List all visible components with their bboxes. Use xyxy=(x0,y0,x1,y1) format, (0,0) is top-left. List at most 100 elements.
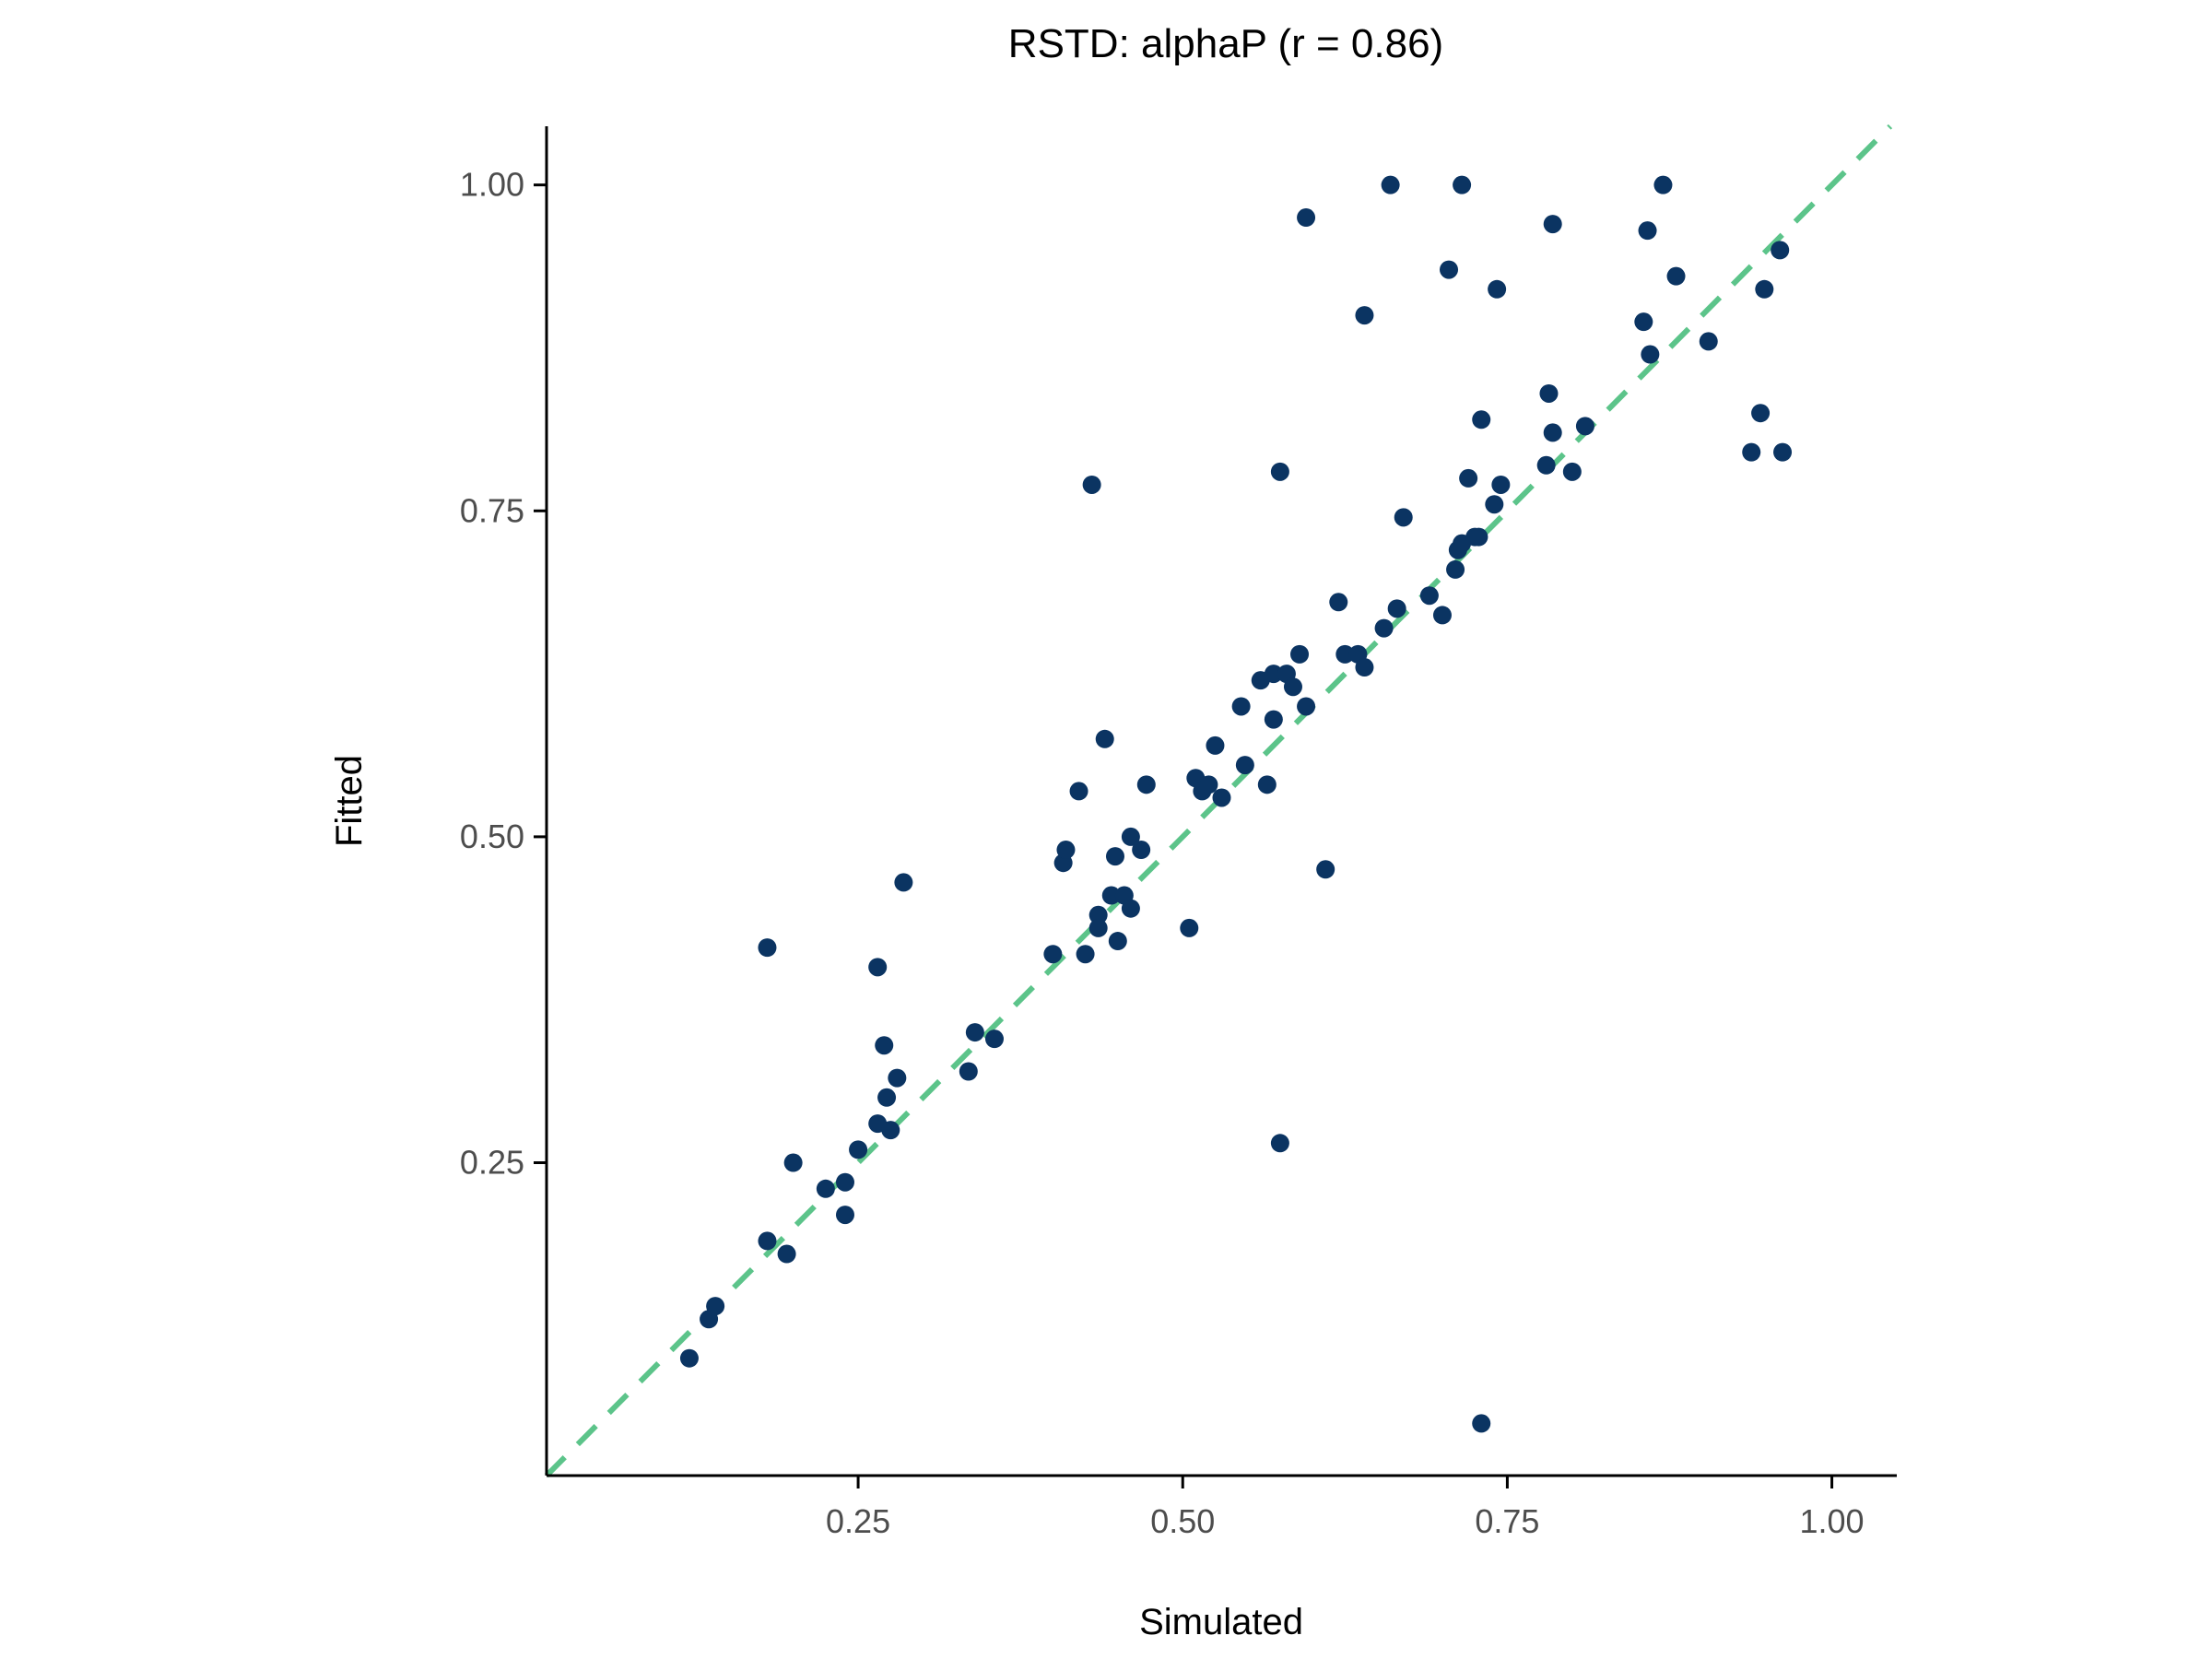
data-point xyxy=(1082,475,1101,494)
data-point xyxy=(1641,345,1660,364)
data-point xyxy=(1394,508,1413,527)
data-point xyxy=(849,1140,868,1159)
data-point xyxy=(1472,1414,1491,1433)
data-point xyxy=(894,873,913,892)
data-point xyxy=(1440,260,1459,279)
data-point xyxy=(1536,455,1556,475)
data-point xyxy=(1666,266,1686,286)
data-point xyxy=(1485,495,1504,514)
data-point xyxy=(1634,312,1653,332)
data-point xyxy=(1105,847,1124,866)
x-tick-label: 0.50 xyxy=(1150,1502,1215,1540)
data-point xyxy=(1539,383,1559,403)
data-point xyxy=(1076,945,1095,964)
x-ticks: 0.25 0.50 0.75 1.00 xyxy=(826,1476,1865,1540)
data-point xyxy=(875,1036,894,1055)
data-point xyxy=(1638,221,1657,241)
data-point xyxy=(1453,175,1472,194)
data-point xyxy=(1446,559,1465,579)
y-axis-label: Fitted xyxy=(329,755,370,847)
data-point xyxy=(1270,1134,1289,1153)
data-point xyxy=(1562,462,1582,481)
data-point xyxy=(1136,775,1156,794)
data-point xyxy=(881,1121,900,1140)
data-point xyxy=(1108,932,1127,951)
data-point xyxy=(1270,462,1289,481)
data-point xyxy=(783,1153,803,1172)
data-point xyxy=(1432,606,1452,625)
data-point xyxy=(1374,618,1394,638)
data-point xyxy=(1283,677,1302,697)
y-tick-label: 0.25 xyxy=(460,1144,524,1182)
data-point xyxy=(679,1348,699,1368)
data-point xyxy=(1290,644,1310,664)
data-point xyxy=(1381,175,1400,194)
data-point xyxy=(1472,410,1491,429)
data-point xyxy=(959,1062,978,1081)
data-point xyxy=(1264,665,1283,684)
y-tick-label: 0.75 xyxy=(460,491,524,529)
data-point xyxy=(1355,306,1374,325)
data-point xyxy=(816,1179,835,1198)
data-point xyxy=(1742,442,1761,462)
data-point xyxy=(1235,756,1254,775)
data-point xyxy=(758,938,777,958)
data-point xyxy=(1297,697,1316,716)
data-point xyxy=(1088,905,1108,924)
data-point xyxy=(1355,658,1374,677)
data-point xyxy=(1206,735,1225,755)
data-point xyxy=(1653,175,1673,194)
x-axis-label: Simulated xyxy=(1139,1602,1303,1642)
data-point xyxy=(1575,417,1594,436)
data-point xyxy=(1387,599,1406,618)
data-point xyxy=(984,1030,1004,1049)
data-point xyxy=(1755,279,1774,299)
chart-title: RSTD: alphaP (r = 0.86) xyxy=(1008,21,1443,66)
data-point xyxy=(1095,729,1114,748)
x-tick-label: 0.25 xyxy=(826,1502,890,1540)
data-point xyxy=(1335,644,1355,664)
data-point xyxy=(1751,404,1771,423)
data-point xyxy=(835,1206,854,1225)
data-point xyxy=(777,1244,796,1264)
data-point xyxy=(1491,475,1511,494)
data-point xyxy=(868,958,888,977)
data-point xyxy=(1043,945,1063,964)
data-point xyxy=(1231,697,1251,716)
data-point xyxy=(1121,827,1140,846)
data-point xyxy=(1069,782,1088,801)
data-point xyxy=(1180,918,1199,937)
data-point xyxy=(888,1068,907,1088)
data-point xyxy=(1264,710,1283,729)
data-point xyxy=(706,1297,725,1316)
x-tick-label: 1.00 xyxy=(1800,1502,1865,1540)
data-point xyxy=(1132,841,1151,860)
data-point xyxy=(1088,918,1108,937)
data-point xyxy=(1543,215,1562,234)
y-tick-label: 1.00 xyxy=(460,166,524,204)
data-point xyxy=(1297,208,1316,228)
data-point xyxy=(965,1023,984,1042)
data-point xyxy=(877,1088,897,1107)
data-point xyxy=(1419,586,1439,606)
data-point xyxy=(1699,332,1718,351)
points-layer xyxy=(679,175,1793,1433)
data-point xyxy=(1488,279,1507,299)
data-point xyxy=(1199,775,1218,794)
data-point xyxy=(1329,593,1348,612)
data-point xyxy=(835,1172,854,1192)
data-point xyxy=(1316,860,1335,879)
data-point xyxy=(1469,527,1488,547)
y-tick-label: 0.50 xyxy=(460,818,524,855)
data-point xyxy=(758,1231,777,1251)
data-point xyxy=(1771,241,1790,260)
data-point xyxy=(1121,899,1140,918)
data-point xyxy=(1257,775,1277,794)
y-ticks: 0.25 0.50 0.75 1.00 xyxy=(460,166,547,1182)
data-point xyxy=(1212,788,1231,807)
data-point xyxy=(1773,442,1793,462)
data-point xyxy=(1543,423,1562,442)
data-point xyxy=(1056,841,1076,860)
data-point xyxy=(1459,468,1478,488)
